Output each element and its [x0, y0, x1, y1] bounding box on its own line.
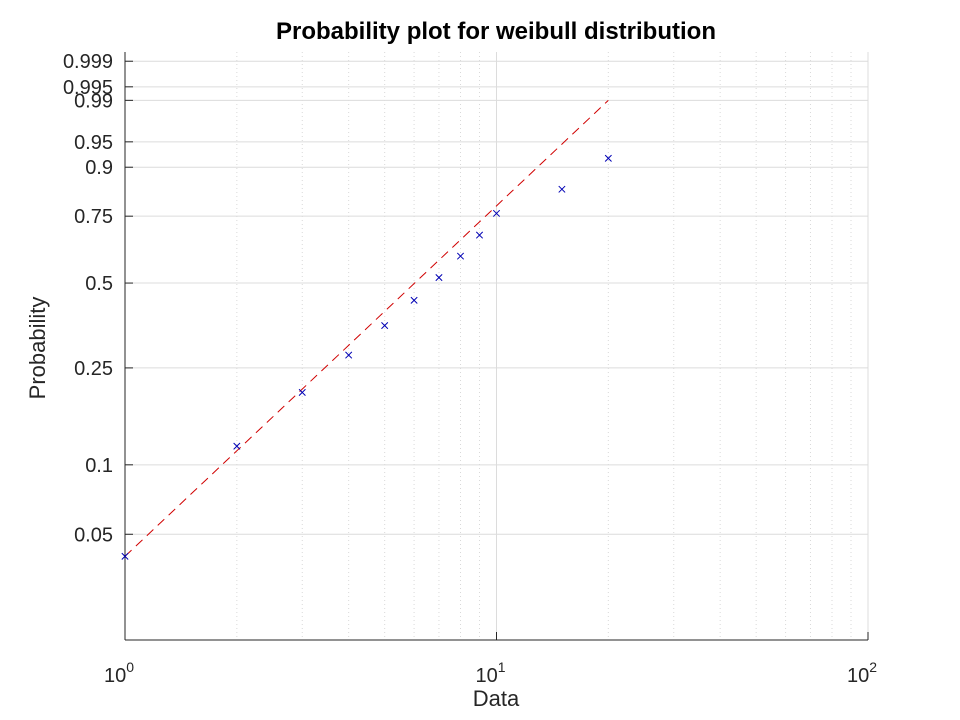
marker-stroke [604, 154, 612, 162]
data-point-marker [233, 442, 241, 450]
y-tick-label: 0.75 [74, 206, 113, 228]
fit-line-segment [124, 99, 609, 557]
y-tick-label: 0.1 [85, 455, 113, 477]
marker-stroke [381, 321, 389, 330]
marker-stroke [121, 552, 129, 560]
data-point-marker [298, 388, 306, 396]
marker-stroke [475, 231, 484, 239]
y-tick-label: 0.95 [74, 132, 113, 154]
marker-stroke [492, 209, 501, 217]
grid-lines [124, 52, 869, 640]
data-point-marker [558, 185, 566, 193]
y-tick-label: 0.5 [85, 273, 113, 295]
x-tick-label: 100 [104, 659, 134, 687]
marker-stroke [435, 273, 443, 282]
data-point-marker [456, 252, 465, 260]
marker-stroke [233, 442, 241, 450]
marker-stroke [410, 296, 418, 304]
data-markers [121, 154, 612, 560]
y-tick-label: 0.99 [74, 90, 113, 112]
fit-line [124, 99, 609, 557]
marker-stroke [456, 252, 465, 260]
marker-stroke [345, 351, 353, 359]
y-tick-label: 0.25 [74, 358, 113, 380]
chart-title: Probability plot for weibull distributio… [276, 18, 716, 45]
data-point-marker [435, 273, 443, 282]
y-tick-labels: 0.05 0.1 0.25 0.5 0.75 0.9 0.95 0.990.995 0.999 [63, 51, 113, 546]
marker-stroke [558, 185, 566, 193]
y-axis-label: Probability [25, 297, 50, 400]
data-point-marker [604, 154, 612, 162]
marker-stroke [298, 388, 306, 396]
data-point-marker [381, 321, 389, 330]
x-tick-labels: 100 101 102 [104, 659, 877, 687]
axes [124, 52, 869, 641]
data-point-marker [492, 209, 501, 217]
y-tick-label: 0.9 [85, 157, 113, 179]
y-tick-label: 0.995 [63, 77, 113, 99]
data-point-marker [121, 552, 129, 560]
data-point-marker [345, 351, 353, 359]
y-tick-label: 0.999 [63, 51, 113, 73]
x-tick-label: 102 [847, 659, 877, 687]
data-point-marker [410, 296, 418, 304]
x-axis-label: Data [473, 686, 520, 711]
data-point-marker [475, 231, 484, 239]
y-tick-label: 0.05 [74, 524, 113, 546]
x-tick-label: 101 [475, 659, 505, 687]
